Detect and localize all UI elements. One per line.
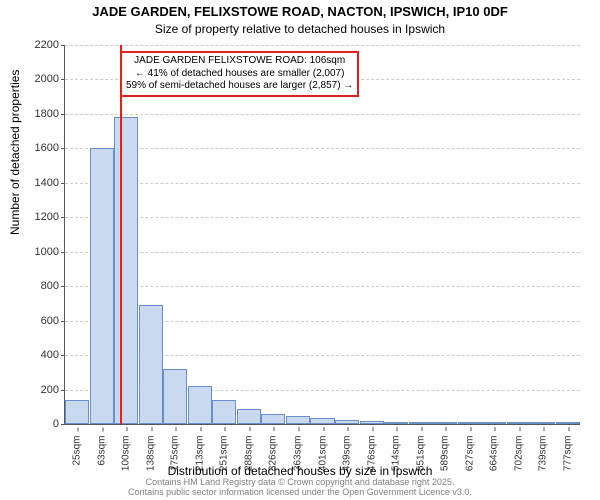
y-axis-label: Number of detached properties [8,70,22,235]
histogram-bar [90,148,114,424]
gridline [65,148,580,149]
info-line3: 59% of semi-detached houses are larger (… [126,80,353,93]
x-axis-label: Distribution of detached houses by size … [0,464,600,478]
y-tick-label: 2200 [35,39,65,51]
property-marker-line [120,45,122,424]
histogram-bar [335,420,359,424]
histogram-bar [360,421,384,424]
histogram-bar [237,409,261,425]
gridline [65,114,580,115]
histogram-bar [310,418,334,424]
histogram-bar [556,422,580,424]
gridline [65,45,580,46]
title-main: JADE GARDEN, FELIXSTOWE ROAD, NACTON, IP… [0,4,600,19]
histogram-bar [286,416,310,424]
histogram-bar [507,422,531,424]
gridline [65,183,580,184]
y-tick-label: 1000 [35,246,65,258]
footer-line2: Contains public sector information licen… [128,487,472,497]
y-tick-label: 1800 [35,108,65,120]
histogram-bar [409,422,433,424]
footer-attribution: Contains HM Land Registry data © Crown c… [0,478,600,498]
info-line2: ← 41% of detached houses are smaller (2,… [126,68,353,81]
title-sub: Size of property relative to detached ho… [0,22,600,36]
histogram-bar [384,422,408,424]
y-tick-label: 1400 [35,177,65,189]
y-tick-label: 2000 [35,73,65,85]
histogram-bar [482,422,506,424]
histogram-bar [531,422,555,424]
y-tick-label: 1200 [35,211,65,223]
y-tick-label: 0 [53,418,65,430]
y-tick-label: 400 [41,349,65,361]
histogram-bar [65,400,89,424]
histogram-bar [139,305,163,424]
y-tick-label: 800 [41,280,65,292]
info-box: JADE GARDEN FELIXSTOWE ROAD: 106sqm← 41%… [120,51,359,97]
x-tick-label: 63sqm [96,432,107,466]
histogram-bar [212,400,236,424]
gridline [65,252,580,253]
histogram-bar [261,414,285,424]
gridline [65,286,580,287]
y-tick-label: 600 [41,315,65,327]
y-tick-label: 200 [41,384,65,396]
x-tick-label: 25sqm [72,432,83,466]
histogram-bar [163,369,187,424]
histogram-bar [433,422,457,424]
histogram-bar [114,117,138,424]
y-tick-label: 1600 [35,142,65,154]
gridline [65,217,580,218]
chart-plot-area: 0200400600800100012001400160018002000220… [64,45,580,425]
histogram-bar [188,386,212,424]
info-line1: JADE GARDEN FELIXSTOWE ROAD: 106sqm [126,55,353,68]
footer-line1: Contains HM Land Registry data © Crown c… [146,477,455,487]
histogram-bar [458,422,482,424]
